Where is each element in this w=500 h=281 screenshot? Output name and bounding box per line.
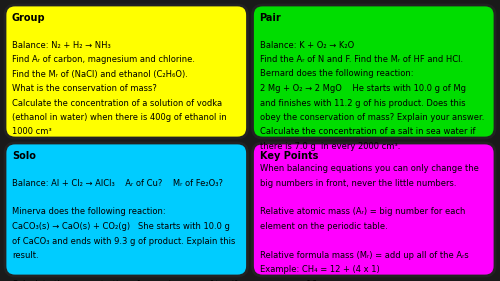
Text: Balance: K + O₂ → K₂O: Balance: K + O₂ → K₂O — [260, 40, 354, 49]
Text: Find the Aᵣ of N and F. Find the Mᵣ of HF and HCl.: Find the Aᵣ of N and F. Find the Mᵣ of H… — [260, 55, 462, 64]
Text: Pair: Pair — [260, 13, 281, 23]
Text: there is 7.0 g  in every 2000 cm³.: there is 7.0 g in every 2000 cm³. — [260, 142, 400, 151]
Text: What is the conservation of mass?: What is the conservation of mass? — [12, 84, 157, 93]
Text: Find Aᵣ of carbon, magnesium and chlorine.: Find Aᵣ of carbon, magnesium and chlorin… — [12, 55, 195, 64]
Text: big numbers in front, never the little numbers.: big numbers in front, never the little n… — [260, 178, 456, 187]
FancyBboxPatch shape — [5, 5, 248, 138]
Text: = 16: = 16 — [260, 280, 316, 281]
Text: Calculate the concentration of sugar in a cup of tea if: Calculate the concentration of sugar in … — [12, 280, 237, 281]
Text: result.: result. — [12, 251, 38, 260]
Text: Group: Group — [12, 13, 46, 23]
Text: Example: CH₄ = 12 + (4 x 1): Example: CH₄ = 12 + (4 x 1) — [260, 266, 380, 275]
FancyBboxPatch shape — [252, 143, 495, 276]
Text: Relative atomic mass (Aᵣ) = big number for each: Relative atomic mass (Aᵣ) = big number f… — [260, 207, 465, 216]
Text: Balance: N₂ + H₂ → NH₃: Balance: N₂ + H₂ → NH₃ — [12, 40, 111, 49]
Text: (ethanol in water) when there is 400g of ethanol in: (ethanol in water) when there is 400g of… — [12, 113, 227, 122]
Text: Key Points: Key Points — [260, 151, 318, 161]
Text: element on the periodic table.: element on the periodic table. — [260, 222, 387, 231]
Text: Solo: Solo — [12, 151, 36, 161]
Text: and finishes with 11.2 g of his product. Does this: and finishes with 11.2 g of his product.… — [260, 99, 465, 108]
Text: of CaCO₃ and ends with 9.3 g of product. Explain this: of CaCO₃ and ends with 9.3 g of product.… — [12, 237, 235, 246]
Text: Minerva does the following reaction:: Minerva does the following reaction: — [12, 207, 166, 216]
Text: Calculate the concentration of a salt in sea water if: Calculate the concentration of a salt in… — [260, 128, 475, 137]
Text: Relative formula mass (Mᵣ) = add up all of the Aᵣs: Relative formula mass (Mᵣ) = add up all … — [260, 251, 468, 260]
Text: Calculate the concentration of a solution of vodka: Calculate the concentration of a solutio… — [12, 99, 222, 108]
Text: 2 Mg + O₂ → 2 MgO    He starts with 10.0 g of Mg: 2 Mg + O₂ → 2 MgO He starts with 10.0 g … — [260, 84, 466, 93]
Text: When balancing equations you can only change the: When balancing equations you can only ch… — [260, 164, 478, 173]
Text: 1000 cm³: 1000 cm³ — [12, 128, 52, 137]
Text: CaCO₃(s) → CaO(s) + CO₂(g)   She starts with 10.0 g: CaCO₃(s) → CaO(s) + CO₂(g) She starts wi… — [12, 222, 230, 231]
FancyBboxPatch shape — [252, 5, 495, 138]
Text: Balance: Al + Cl₂ → AlCl₃    Aᵣ of Cu?    Mᵣ of Fe₂O₃?: Balance: Al + Cl₂ → AlCl₃ Aᵣ of Cu? Mᵣ o… — [12, 178, 223, 187]
Text: Bernard does the following reaction:: Bernard does the following reaction: — [260, 69, 413, 78]
Text: Find the Mᵣ of (NaCl) and ethanol (C₂H₆O).: Find the Mᵣ of (NaCl) and ethanol (C₂H₆O… — [12, 69, 188, 78]
FancyBboxPatch shape — [5, 143, 248, 276]
Text: obey the conservation of mass? Explain your answer.: obey the conservation of mass? Explain y… — [260, 113, 484, 122]
